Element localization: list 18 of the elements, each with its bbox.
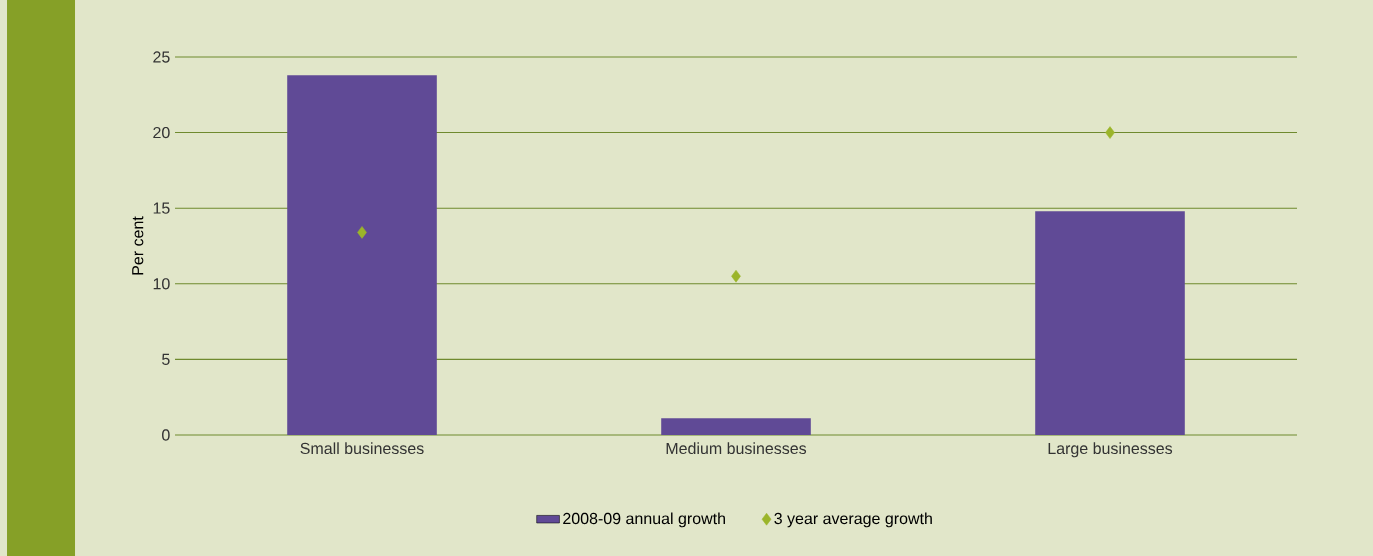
bar [1035, 211, 1185, 435]
point [1105, 126, 1115, 139]
point [731, 269, 741, 283]
x-tick-label: Small businesses [300, 442, 424, 455]
bar [287, 75, 437, 435]
point [357, 226, 367, 239]
legend-label: 2008-09 annual growth [563, 512, 725, 528]
legend-label: 3 year average growth [774, 512, 932, 528]
y-tick-label: 5 [162, 353, 170, 365]
x-tick-label: Medium businesses [666, 442, 807, 455]
y-tick-label: 25 [153, 51, 170, 63]
x-tick-label: Large businesses [1048, 442, 1173, 458]
y-tick-label: 10 [153, 278, 170, 290]
y-tick-label: 20 [153, 126, 170, 139]
y-tick-label: 15 [153, 202, 170, 214]
y-tick-label: 0 [162, 429, 170, 441]
bar [661, 418, 811, 435]
y-axis-title: Per cent [132, 216, 144, 275]
